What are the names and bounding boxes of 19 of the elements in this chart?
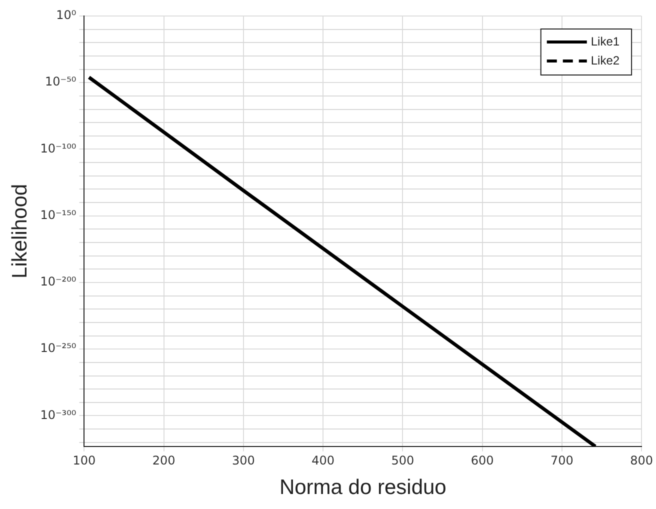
x-tick-label: 400	[312, 454, 335, 468]
x-tick-label: 600	[470, 454, 494, 468]
y-tick-label: 10⁻¹⁵⁰	[40, 208, 76, 222]
y-axis-title: Likelihood	[8, 184, 32, 278]
y-tick-label: 10⁻¹⁰⁰	[40, 141, 76, 156]
x-tick-label: 700	[550, 454, 574, 468]
legend-label: Like1	[590, 34, 620, 48]
x-axis-title: Norma do residuo	[279, 476, 446, 500]
x-tick-label: 500	[391, 454, 414, 468]
x-tick-label: 200	[152, 454, 176, 468]
y-tick-label: 10⁻⁵⁰	[45, 74, 76, 89]
y-tick-label: 10⁻²⁰⁰	[40, 274, 76, 289]
x-tick-label: 100	[72, 454, 96, 468]
x-tick-label: 800	[630, 454, 653, 468]
x-tick-label: 300	[232, 454, 255, 468]
legend-label: Like2	[590, 53, 620, 68]
y-tick-label: 10⁰	[56, 8, 76, 22]
y-tick-label: 10⁻²⁵⁰	[40, 341, 76, 356]
y-tick-label: 10⁻³⁰⁰	[40, 408, 76, 422]
